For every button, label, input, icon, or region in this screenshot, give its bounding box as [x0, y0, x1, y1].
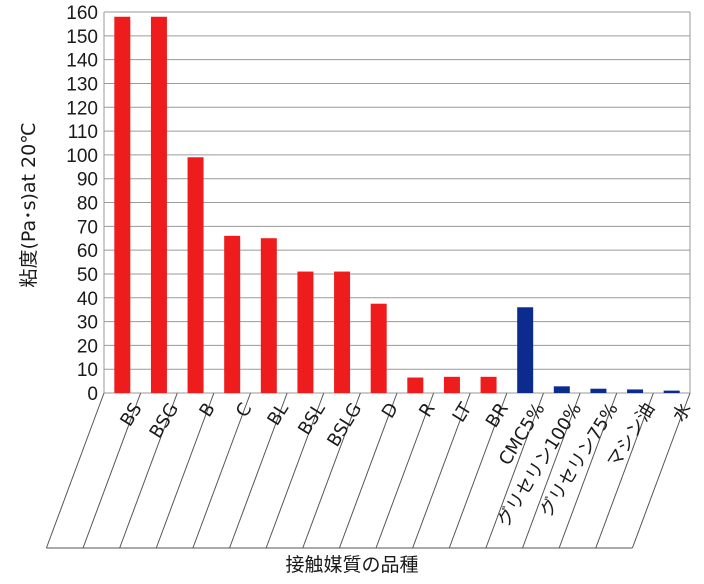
- y-tick-label: 100: [66, 146, 98, 167]
- category-divider: [375, 392, 435, 549]
- bar: [443, 376, 460, 393]
- y-tick-label: 110: [68, 122, 98, 143]
- y-tick-label: 80: [77, 194, 98, 215]
- y-tick-label: 60: [77, 241, 98, 262]
- category-divider: [595, 392, 654, 549]
- category-divider: [485, 392, 544, 549]
- y-tick-label: 70: [77, 217, 98, 238]
- bar: [370, 303, 387, 393]
- x-tick-label: D: [378, 399, 403, 422]
- x-tick-label: BR: [482, 399, 513, 431]
- x-tick-label: BSG: [146, 399, 184, 442]
- bar: [224, 235, 241, 393]
- bar: [480, 376, 497, 393]
- category-divider: [192, 392, 251, 549]
- category-label-dividers: [45, 392, 691, 549]
- x-tick-label: BSLG: [323, 399, 366, 450]
- x-tick-label: 水: [669, 399, 696, 425]
- category-divider: [155, 392, 215, 549]
- category-divider: [412, 392, 471, 549]
- y-tick-label: 160: [66, 3, 98, 24]
- x-tick-label: BS: [116, 399, 146, 430]
- y-tick-label: 40: [77, 289, 98, 310]
- y-axis-title: 粘度(Pa･s)at 20℃: [18, 122, 40, 287]
- category-divider: [82, 392, 142, 549]
- y-tick-label: 20: [77, 336, 98, 357]
- category-divider: [119, 392, 178, 549]
- x-tick-label: BSL: [294, 399, 330, 439]
- bar: [627, 389, 644, 393]
- bar: [517, 307, 534, 393]
- y-tick-label: 90: [77, 170, 98, 191]
- bar: [187, 157, 204, 393]
- y-tick-label: 0: [87, 384, 98, 405]
- y-tick-label: 50: [77, 265, 98, 286]
- bar: [114, 16, 131, 393]
- x-tick-label: R: [415, 399, 439, 421]
- y-tick-label: 30: [77, 313, 98, 334]
- category-divider: [338, 392, 398, 549]
- bar: [407, 377, 424, 393]
- bar: [297, 271, 314, 393]
- category-divider: [448, 392, 508, 549]
- y-tick-label: 130: [66, 74, 98, 95]
- x-tick-label: B: [195, 399, 219, 421]
- y-tick-label: 10: [77, 360, 98, 381]
- bar: [334, 271, 351, 393]
- y-tick-label: 150: [66, 27, 98, 48]
- category-divider: [558, 392, 618, 549]
- bar: [260, 238, 277, 393]
- bar: [553, 386, 570, 393]
- y-tick-label: 140: [66, 51, 98, 72]
- x-tick-label: LT: [449, 398, 477, 426]
- bar: [663, 390, 680, 393]
- x-tick-label: C: [232, 399, 256, 421]
- category-divider: [45, 392, 105, 549]
- category-divider: [229, 392, 288, 549]
- bar: [150, 16, 167, 393]
- x-tick-label: BL: [263, 399, 293, 429]
- bar: [590, 388, 607, 393]
- category-divider: [265, 392, 325, 549]
- category-divider: [302, 392, 361, 549]
- bars: [114, 16, 680, 393]
- x-axis-title: 接触媒質の品種: [285, 554, 418, 576]
- y-tick-label: 120: [66, 98, 98, 119]
- category-divider: [631, 392, 691, 549]
- category-divider: [522, 392, 581, 549]
